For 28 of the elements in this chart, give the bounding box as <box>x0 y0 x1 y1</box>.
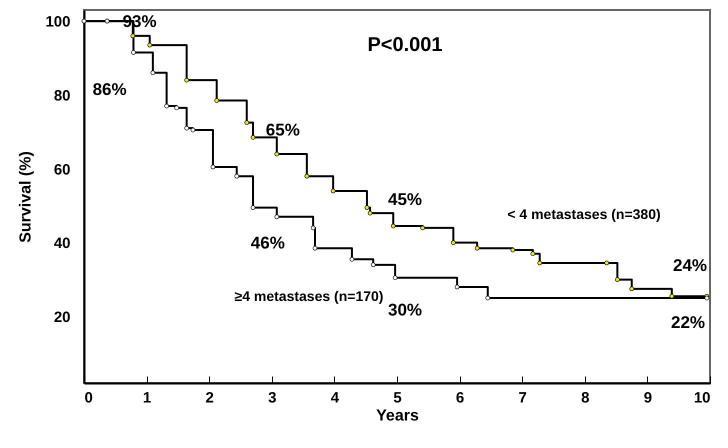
series-label: ≥4 metastases (n=170) <box>234 288 384 304</box>
y-tick-label: 40 <box>54 235 70 252</box>
x-tick-label: 6 <box>456 390 464 406</box>
annotation: 86% <box>92 80 127 99</box>
x-tick-label: 1 <box>142 390 152 406</box>
annotation: 65% <box>266 120 300 140</box>
annotation: 46% <box>250 234 285 253</box>
x-tick-label: 2 <box>206 390 214 406</box>
y-axis-title: Survival (%) <box>17 151 34 243</box>
annotation: 24% <box>672 256 708 275</box>
x-tick-label: 4 <box>330 390 340 406</box>
x-axis-title: Years <box>376 408 419 424</box>
y-tick-label: 80 <box>54 87 70 104</box>
x-tick-label: 0 <box>84 390 93 406</box>
annotation: 45% <box>388 190 422 210</box>
y-tick-label: 60 <box>54 161 70 178</box>
y-tick-label: 100 <box>45 14 70 31</box>
annotation: 30% <box>388 300 422 320</box>
annotation: 22% <box>670 313 706 332</box>
annotation: P<0.001 <box>367 34 443 56</box>
y-tick-label: 20 <box>54 309 70 326</box>
series-label: < 4 metastases (n=380) <box>507 206 661 222</box>
x-tick-label: 3 <box>268 390 276 406</box>
x-tick-label: 8 <box>581 390 590 406</box>
x-tick-label: 7 <box>518 390 527 406</box>
x-tick-label: 5 <box>393 390 402 406</box>
x-tick-label: 9 <box>644 390 652 406</box>
x-tick-label: 10 <box>694 390 710 406</box>
